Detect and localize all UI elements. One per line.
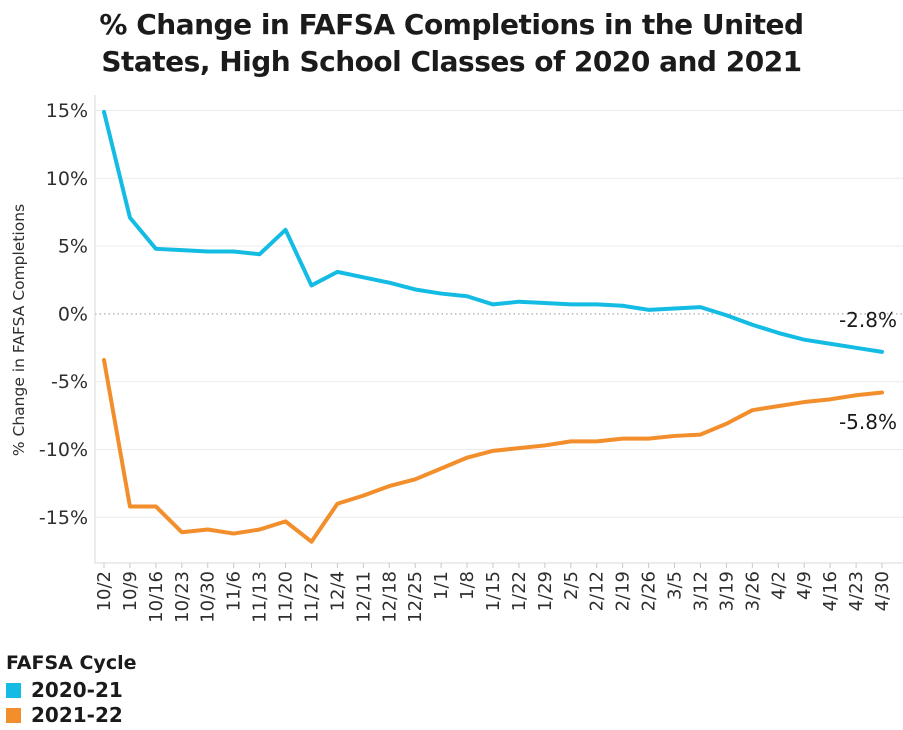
annotation-2021-22-end: -5.8% [838, 410, 897, 434]
x-tick-label: 4/16 [820, 571, 841, 611]
x-tick-label: 11/27 [301, 571, 322, 623]
legend: FAFSA Cycle 2020-21 2021-22 [6, 652, 136, 728]
x-tick-label: 11/20 [276, 571, 297, 623]
x-tick-label: 2/19 [613, 571, 634, 611]
x-tick-label: 12/18 [379, 571, 400, 623]
annotation-2020-21-end: -2.8% [838, 308, 897, 332]
chart-title: % Change in FAFSA Completions in the Uni… [0, 6, 903, 80]
x-tick-label: 12/25 [405, 571, 426, 623]
x-tick-label: 4/30 [872, 571, 893, 611]
x-tick-label: 11/13 [250, 571, 271, 623]
legend-item-2020-21: 2020-21 [6, 678, 136, 703]
x-tick-label: 1/22 [509, 571, 530, 611]
x-tick-label: 1/15 [483, 571, 504, 611]
legend-title: FAFSA Cycle [6, 652, 137, 674]
y-tick-label: -5% [51, 371, 88, 393]
y-tick-label: 0% [58, 303, 88, 325]
y-tick-label: 10% [46, 168, 88, 190]
x-tick-label: 2/5 [561, 571, 582, 600]
x-tick-label: 11/6 [224, 571, 245, 611]
y-tick-label: -15% [39, 507, 88, 529]
x-tick-label: 10/2 [94, 571, 115, 611]
y-tick-label: 5% [58, 236, 88, 258]
chart-title-line1: % Change in FAFSA Completions in the Uni… [99, 8, 804, 41]
x-tick-label: 10/30 [198, 571, 219, 623]
x-tick-label: 1/1 [431, 571, 452, 600]
x-tick-label: 1/29 [535, 571, 556, 611]
legend-label-2020-21: 2020-21 [31, 678, 123, 702]
x-tick-label: 3/5 [665, 571, 686, 600]
x-tick-label: 2/26 [639, 571, 660, 611]
x-tick-label: 4/2 [768, 571, 789, 600]
legend-swatch-2020-21 [6, 683, 21, 698]
x-tick-label: 12/4 [327, 571, 348, 611]
legend-label-2021-22: 2021-22 [31, 703, 123, 727]
x-tick-label: 10/16 [146, 571, 167, 623]
x-tick-label: 4/23 [846, 571, 867, 611]
legend-swatch-2021-22 [6, 708, 21, 723]
x-tick-label: 1/8 [457, 571, 478, 600]
x-tick-label: 10/23 [172, 571, 193, 623]
x-tick-label: 3/19 [716, 571, 737, 611]
y-tick-label: -10% [39, 439, 88, 461]
x-tick-label: 4/9 [794, 571, 815, 600]
x-tick-label: 3/26 [742, 571, 763, 611]
x-tick-label: 3/12 [690, 571, 711, 611]
x-tick-label: 12/11 [353, 571, 374, 623]
x-tick-label: 10/9 [120, 571, 141, 611]
x-tick-label: 2/12 [587, 571, 608, 611]
chart-title-line2: States, High School Classes of 2020 and … [101, 45, 802, 78]
y-tick-label: 15% [46, 100, 88, 122]
series-line-2021-22 [102, 358, 884, 544]
series-line-2020-21 [102, 109, 884, 354]
legend-item-2021-22: 2021-22 [6, 703, 136, 728]
